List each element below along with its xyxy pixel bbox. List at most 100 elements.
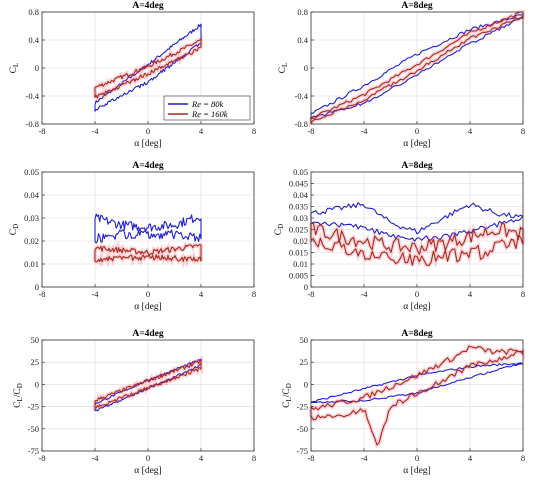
subplot-title: A=4deg [132, 161, 164, 171]
x-tick-label: -4 [360, 453, 368, 463]
y-tick-label: 0.01 [24, 259, 39, 269]
y-tick-label: 0.05 [293, 167, 308, 177]
y-axis-label: CD [9, 224, 20, 235]
y-tick-label: 0.04 [24, 190, 40, 200]
series-line-re160k [94, 359, 202, 409]
y-axis-label: CL [9, 63, 20, 74]
y-tick-label: 0.02 [293, 236, 308, 246]
y-tick-label: -50 [297, 424, 308, 434]
y-tick-label: 0.03 [24, 213, 39, 223]
subplot-title: A=4deg [132, 1, 164, 11]
x-tick-label: 0 [415, 289, 419, 299]
x-tick-label: -8 [307, 453, 314, 463]
x-tick-label: -4 [360, 289, 368, 299]
y-tick-label: 0.025 [289, 225, 308, 235]
y-tick-label: -0.8 [295, 119, 308, 129]
subplot-cd-a=4deg: -8 -4 0 4 8 0 0.01 0.02 0.03 0.04 0.05 A=4deg α [deg… [9, 161, 256, 312]
y-tick-label: -0.4 [295, 91, 309, 101]
y-tick-label: 0 [304, 379, 308, 389]
y-tick-label: 0.015 [289, 248, 308, 258]
x-tick-label: 4 [468, 126, 473, 136]
x-tick-label: -8 [38, 289, 45, 299]
x-axis-label: α [deg] [134, 139, 161, 149]
x-tick-label: 0 [146, 453, 150, 463]
y-tick-label: 0.03 [293, 213, 308, 223]
x-tick-label: 0 [415, 126, 419, 136]
y-tick-label: -0.8 [26, 119, 39, 129]
y-tick-label: 25 [300, 357, 309, 367]
x-tick-label: -8 [307, 289, 314, 299]
subplot-clcd-a=4deg: -8 -4 0 4 8 -75 -50 -25 0 25 50 A=4deg α [deg] CL/CD [13, 329, 256, 476]
x-tick-label: 0 [146, 289, 150, 299]
y-tick-label: 0.8 [28, 7, 39, 17]
y-tick-label: 0 [35, 282, 39, 292]
series-line-re80k [94, 213, 202, 244]
series-line-re160k [94, 244, 202, 263]
x-axis-label: α [deg] [403, 302, 430, 312]
x-tick-label: 4 [199, 453, 204, 463]
y-tick-label: 0 [304, 63, 308, 73]
subplot-clcd-a=8deg: -8 -4 0 4 8 -75 -50 -25 0 25 50 A=8deg α [deg] CL/CD [282, 329, 525, 476]
y-tick-label: 50 [31, 335, 40, 345]
y-tick-label: 0 [304, 282, 308, 292]
y-axis-label: CD [274, 224, 285, 235]
x-axis-label: α [deg] [403, 139, 430, 149]
x-tick-label: -8 [307, 126, 314, 136]
legend-label: Re = 160k [191, 109, 228, 119]
x-tick-label: 4 [199, 126, 204, 136]
y-tick-label: 0.04 [293, 190, 309, 200]
subplot-title: A=8deg [401, 329, 433, 339]
x-tick-label: 4 [199, 289, 204, 299]
y-tick-label: -0.4 [26, 91, 40, 101]
x-tick-label: 8 [521, 453, 525, 463]
x-tick-label: 4 [468, 453, 473, 463]
subplot-title: A=8deg [401, 1, 433, 11]
y-tick-label: 0.035 [289, 202, 308, 212]
y-axis-label: CL [278, 63, 289, 74]
y-tick-label: -75 [297, 446, 308, 456]
y-tick-label: 0 [35, 379, 39, 389]
subplot-cl-a=4deg: -8 -4 0 4 8 -0.8 -0.4 0 0.4 0.8 A=4deg α [deg] CL Re … [9, 1, 256, 149]
y-tick-label: 25 [31, 357, 40, 367]
y-axis-label: CL/CD [282, 383, 293, 408]
y-tick-label: 0.045 [289, 179, 308, 189]
y-tick-label: 50 [300, 335, 309, 345]
x-axis-label: α [deg] [134, 466, 161, 476]
x-tick-label: 8 [252, 126, 256, 136]
x-tick-label: -4 [360, 126, 368, 136]
x-tick-label: -8 [38, 126, 45, 136]
legend-box [163, 95, 251, 121]
x-tick-label: 4 [468, 289, 473, 299]
y-axis-label: CL/CD [13, 383, 24, 408]
x-tick-label: -4 [91, 453, 99, 463]
x-tick-label: -4 [91, 289, 99, 299]
y-tick-label: -25 [297, 402, 308, 412]
subplot-cd-a=8deg: -8 -4 0 4 800.0050.010.0150.020.0250.030.035… [274, 161, 525, 312]
y-tick-label: 0.4 [28, 35, 39, 45]
x-tick-label: 8 [252, 453, 256, 463]
y-tick-label: -75 [28, 446, 39, 456]
legend-label: Re = 80k [191, 99, 223, 109]
x-tick-label: -4 [91, 126, 99, 136]
x-axis-label: α [deg] [403, 466, 430, 476]
y-tick-label: -50 [28, 424, 39, 434]
subplot-cl-a=8deg: -8 -4 0 4 8 -0.8 -0.4 0 0.4 0.8 A=8deg α [deg] CL [278, 1, 525, 149]
y-tick-label: 0 [35, 63, 39, 73]
y-tick-label: 0.05 [24, 167, 39, 177]
y-tick-label: 0.02 [24, 236, 39, 246]
subplot-title: A=4deg [132, 329, 164, 339]
x-tick-label: -8 [38, 453, 45, 463]
x-tick-label: 8 [521, 289, 525, 299]
y-tick-label: 0.01 [293, 259, 308, 269]
x-tick-label: 8 [521, 126, 525, 136]
subplot-title: A=8deg [401, 161, 433, 171]
x-tick-label: 0 [146, 126, 150, 136]
x-tick-label: 8 [252, 289, 256, 299]
x-axis-label: α [deg] [134, 302, 161, 312]
y-tick-label: -25 [28, 402, 39, 412]
series-line-re160k [94, 38, 202, 99]
x-tick-label: 0 [415, 453, 419, 463]
y-tick-label: 0.4 [297, 35, 308, 45]
